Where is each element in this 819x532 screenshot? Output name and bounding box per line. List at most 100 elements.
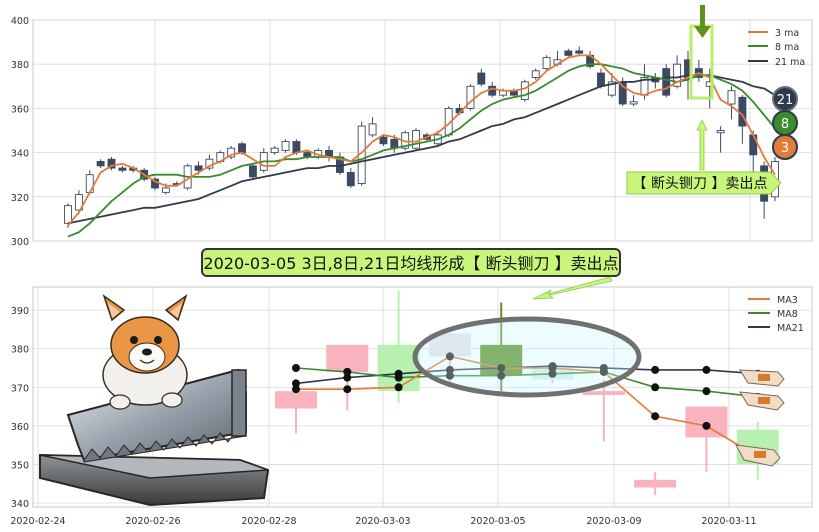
- bottom-point-ma21: [702, 365, 711, 374]
- top-candle-body: [607, 81, 616, 96]
- ma-bubble-3: 3: [772, 134, 798, 160]
- sell-point-callout: 【 断头铡刀 】卖出点: [626, 171, 782, 195]
- top-candle-body: [738, 96, 747, 127]
- top-y-tick-label: 300: [11, 237, 29, 248]
- ma-bubble-8: 8: [772, 110, 798, 136]
- bottom-point-ma3: [651, 412, 660, 421]
- bottom-candle-body: [634, 479, 677, 488]
- bottom-legend: MA3 MA8 MA21: [748, 295, 804, 334]
- bottom-x-tick-label: 2020-03-09: [586, 516, 641, 527]
- bottom-candle-body: [326, 344, 369, 372]
- bottom-point-ma8: [343, 367, 352, 376]
- bottom-y-axis: 340 350 360 370 380 390: [11, 306, 29, 510]
- corgi-guillotine-illustration: [39, 294, 270, 507]
- top-y-tick-label: 380: [11, 60, 29, 71]
- top-y-tick-label: 360: [11, 104, 29, 115]
- bottom-point-ma3: [394, 383, 403, 392]
- top-chart: 300 320 340 360 380 400 【 断头铡刀 】卖出点 3 ma 8 ma…: [11, 5, 813, 248]
- bottom-candle-body: [582, 391, 625, 395]
- bottom-x-tick-label: 2020-03-05: [470, 516, 525, 527]
- top-candle-body: [270, 147, 279, 154]
- bottom-point-ma21: [343, 373, 352, 382]
- bottom-y-tick-label: 350: [11, 460, 29, 471]
- top-line-ma3: [67, 54, 776, 227]
- bottom-line-ma21: [295, 365, 758, 385]
- legend-label-ma8: MA8: [777, 309, 798, 320]
- down-arrow-icon: [694, 5, 711, 38]
- top-candle-body: [412, 130, 421, 149]
- svg-text:3: 3: [781, 141, 789, 156]
- bottom-point-ma3: [343, 385, 352, 394]
- bottom-x-tick-label: 2020-02-28: [241, 516, 296, 527]
- blade-icon-ma3: [735, 444, 781, 467]
- top-candle-body: [466, 85, 475, 109]
- top-candle-body: [542, 57, 551, 70]
- top-candle-body: [74, 194, 83, 211]
- pointer-arrow-icon: [532, 276, 613, 300]
- top-line-ma21: [67, 74, 776, 225]
- bottom-x-axis: 2020-02-24 2020-02-26 2020-02-28 2020-03-03…: [10, 516, 756, 527]
- bottom-x-tick-label: 2020-03-03: [355, 516, 410, 527]
- top-candle-body: [597, 72, 605, 87]
- top-candle-body: [227, 147, 236, 158]
- bottom-point-ma8: [394, 373, 403, 382]
- bottom-point-ma3: [292, 385, 300, 394]
- bottom-point-ma3: [599, 367, 608, 376]
- bottom-line-ma3: [296, 355, 759, 458]
- top-y-tick-label: 400: [11, 16, 29, 27]
- blade-icon-ma21: [739, 369, 785, 387]
- top-legend: 3 ma 8 ma 21 ma: [748, 28, 805, 68]
- bottom-point-ma21: [445, 365, 454, 374]
- legend-label-8ma: 8 ma: [775, 42, 799, 53]
- top-candle-body: [281, 141, 290, 151]
- bottom-x-tick-label: 2020-02-26: [125, 516, 180, 527]
- bottom-point-ma3: [548, 364, 557, 372]
- top-candle-body: [292, 141, 301, 154]
- top-candle-body: [564, 50, 573, 56]
- top-candle-body: [379, 136, 388, 145]
- legend-label-21ma: 21 ma: [775, 57, 805, 68]
- up-arrow-icon: [696, 119, 708, 171]
- legend-label-ma21: MA21: [777, 323, 804, 334]
- top-candle-body: [575, 50, 584, 54]
- top-y-axis: 300 320 340 360 380 400: [11, 16, 29, 248]
- top-candle-body: [64, 205, 72, 224]
- top-candle-body: [477, 72, 486, 85]
- legend-label-ma3: MA3: [777, 295, 798, 306]
- banner: 2020-03-05 3日,8日,21日均线形成【 断头铡刀 】卖出点: [201, 248, 621, 277]
- top-candle-body: [248, 165, 257, 178]
- bottom-x-tick-label: 2020-03-11: [701, 516, 756, 527]
- top-ma-lines: [67, 54, 776, 238]
- top-candle-body: [629, 101, 638, 105]
- bottom-point-ma8: [651, 383, 660, 392]
- bottom-point-ma8: [292, 364, 300, 372]
- top-candle-body: [662, 68, 671, 96]
- top-candle-body: [194, 165, 203, 171]
- top-candle-body: [368, 123, 377, 136]
- bottom-y-tick-label: 340: [11, 499, 29, 510]
- top-line-ma8: [67, 63, 776, 238]
- bottom-candle-body: [428, 333, 471, 357]
- top-candle-body: [96, 160, 105, 167]
- banner-text: 2020-03-05 3日,8日,21日均线形成【 断头铡刀 】卖出点: [203, 254, 618, 273]
- bottom-y-tick-label: 380: [11, 345, 29, 356]
- top-candle-body: [673, 63, 682, 87]
- top-candle-body: [531, 70, 540, 78]
- bottom-y-tick-label: 370: [11, 383, 29, 394]
- top-candle-body: [727, 90, 736, 105]
- top-candle-body: [346, 172, 355, 187]
- top-y-tick-label: 340: [11, 149, 29, 160]
- top-grid: [33, 19, 812, 242]
- svg-text:8: 8: [781, 117, 789, 132]
- blade-icon-ma8: [739, 391, 785, 411]
- callout-text: 【 断头铡刀 】卖出点: [633, 176, 768, 192]
- top-candle-body: [238, 143, 246, 154]
- crossover-ellipse: [412, 316, 642, 398]
- svg-text:21: 21: [777, 93, 794, 108]
- top-y-tick-label: 320: [11, 193, 29, 204]
- bottom-y-tick-label: 390: [11, 306, 29, 317]
- bottom-point-ma21: [651, 365, 660, 374]
- top-candle-body: [118, 167, 127, 171]
